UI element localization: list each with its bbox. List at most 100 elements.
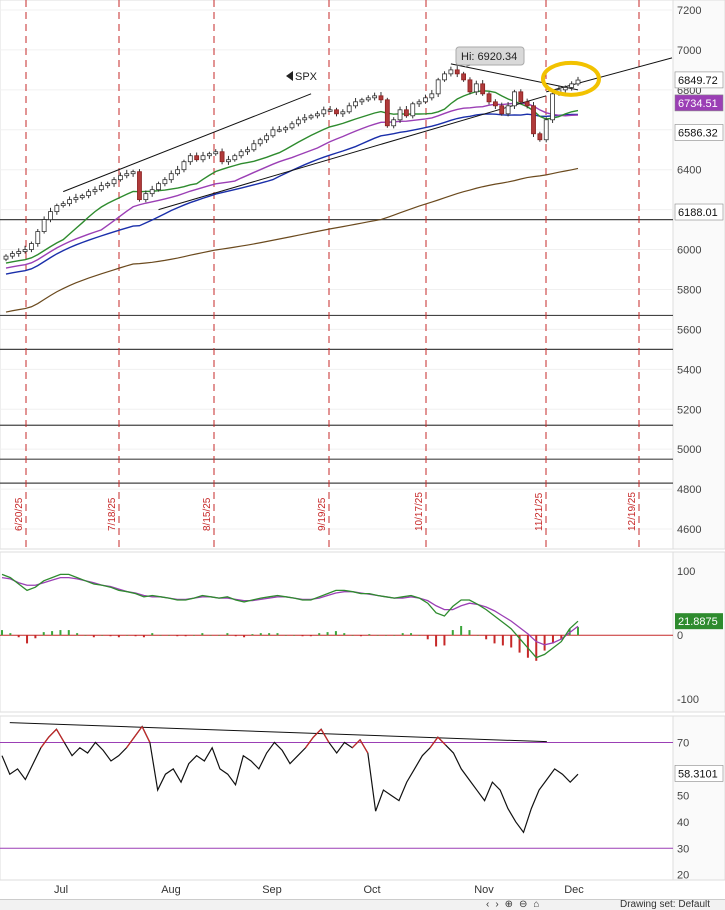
price-badges: 6849.72 6734.51 6586.32 6188.01	[674, 71, 724, 221]
rsi-overbought-segment	[40, 736, 50, 749]
candle-body	[378, 95, 384, 101]
candle-body	[29, 243, 34, 250]
macd-indicator: 100 0 -100 21.8875	[0, 566, 723, 706]
candle-body	[143, 193, 149, 201]
macd-histogram-bar	[501, 635, 504, 646]
candle-body	[492, 101, 498, 107]
candle-body	[429, 93, 435, 99]
macd-histogram-bar	[76, 633, 79, 636]
price-badge-text: 6586.32	[678, 127, 718, 139]
rsi-overbought-segment	[133, 726, 143, 738]
macd-histogram-bar	[468, 630, 471, 636]
rsi-overbought-segment	[359, 739, 369, 754]
price-tick-label: 5200	[677, 404, 701, 416]
rsi-tick-label: 50	[677, 790, 689, 802]
macd-histogram-bar	[451, 630, 454, 636]
candle-body	[410, 103, 416, 117]
candle-body	[206, 153, 212, 157]
candle-body	[213, 151, 219, 155]
rsi-overbought-segment	[312, 728, 322, 738]
candle-body	[359, 99, 365, 103]
macd-histogram-bar	[510, 635, 513, 648]
rsi-overbought-segment	[48, 728, 57, 738]
macd-histogram-bar	[410, 633, 413, 636]
macd-histogram-bar	[209, 635, 212, 636]
candle-body	[3, 255, 9, 260]
macd-histogram-bar	[493, 635, 496, 644]
macd-histogram-bar	[393, 635, 396, 636]
month-label: Oct	[363, 884, 380, 896]
candle-body	[270, 129, 276, 137]
candle-body	[130, 171, 136, 175]
channel-lower	[158, 95, 547, 211]
macd-histogram-bar	[401, 633, 404, 636]
macd-line	[1, 573, 579, 659]
rsi-tick-label: 40	[677, 817, 689, 829]
macd-histogram-bar	[101, 635, 104, 636]
rsi-trendline	[9, 722, 547, 743]
candle-body	[187, 155, 193, 163]
macd-histogram-bar	[368, 634, 371, 636]
macd-histogram-bar	[159, 635, 162, 636]
macd-histogram-bar	[460, 625, 463, 636]
macd-histogram-bar	[577, 627, 579, 636]
price-badge-text: 6849.72	[678, 75, 718, 87]
candle-body	[67, 199, 72, 205]
macd-histogram-bar	[551, 635, 554, 644]
macd-histogram-bar	[109, 635, 112, 637]
macd-histogram-bar	[243, 635, 246, 638]
macd-histogram-bar	[385, 635, 387, 636]
candle-body	[105, 183, 111, 187]
macd-histogram-bar	[126, 635, 129, 636]
macd-histogram-bar	[34, 635, 37, 639]
price-badge	[674, 94, 724, 112]
candle-body	[79, 195, 85, 199]
horizontal-levels	[0, 219, 673, 484]
candle-body	[175, 169, 181, 175]
rsi-panel	[0, 715, 674, 881]
candle-body	[149, 189, 155, 195]
candle-body	[41, 219, 47, 232]
macd-histogram-bar	[284, 635, 287, 636]
date-marker-label: 12/19/25	[627, 492, 638, 531]
candle-body	[9, 253, 15, 257]
date-marker-label: 9/19/25	[317, 497, 328, 531]
price-tick-label: 6400	[677, 165, 701, 177]
date-marker-label: 10/17/25	[414, 492, 425, 531]
candle-body	[327, 109, 333, 112]
price-badge	[674, 124, 724, 141]
rsi-axis	[672, 715, 725, 881]
symbol-label: SPX	[295, 71, 318, 83]
candle-body	[162, 179, 168, 185]
macd-histogram-bar	[42, 632, 45, 636]
price-axis	[672, 0, 725, 550]
macd-histogram-bar	[318, 633, 321, 636]
candle-body	[16, 251, 22, 254]
macd-histogram-bar	[334, 631, 337, 636]
macd-histogram-bar	[435, 635, 438, 647]
macd-histogram-bar	[59, 630, 62, 636]
annotations: SPX Hi: 6920.34	[286, 46, 601, 97]
candle-body	[473, 83, 479, 93]
date-markers: 6/20/25 7/18/25 8/15/25 9/19/25 10/17/25 11/2…	[14, 0, 640, 549]
macd-histogram-bar	[326, 632, 329, 636]
candle-body	[54, 205, 60, 213]
price-tick-label: 5800	[677, 284, 701, 296]
macd-histogram-bar	[167, 635, 170, 636]
candle-body	[365, 97, 371, 101]
breakout-line	[546, 57, 673, 93]
zoom-controls[interactable]: ‹›⊕⊖⌂	[486, 899, 546, 910]
macd-tick-label: -100	[677, 694, 699, 706]
macd-histogram-bar	[176, 635, 179, 637]
macd-histogram-bar	[476, 635, 479, 636]
candle-body	[238, 151, 244, 157]
candle-body	[575, 79, 581, 85]
macd-histogram-bar	[26, 635, 29, 644]
candle-body	[111, 179, 117, 185]
rsi-tick-label: 30	[677, 843, 689, 855]
date-marker-label: 6/20/25	[14, 497, 25, 531]
rsi-overbought-segment	[55, 728, 65, 743]
macd-histogram-bar	[418, 635, 421, 636]
macd-histogram-bar	[117, 635, 120, 638]
drawing-set-label[interactable]: Drawing set: Default	[620, 899, 711, 910]
